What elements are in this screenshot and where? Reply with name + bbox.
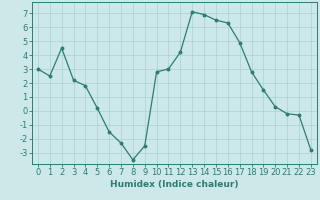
X-axis label: Humidex (Indice chaleur): Humidex (Indice chaleur) [110,180,239,189]
